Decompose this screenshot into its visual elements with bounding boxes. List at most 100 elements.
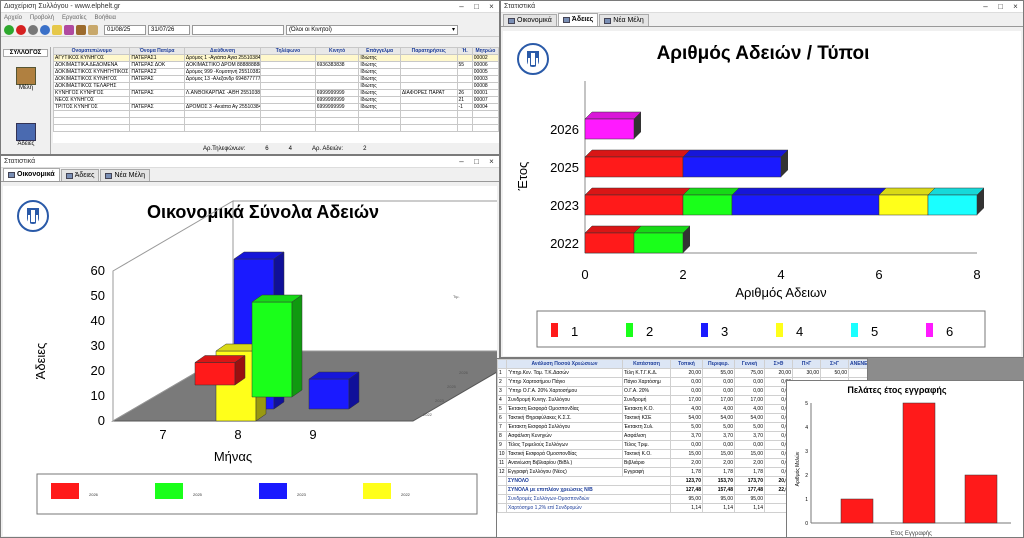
refresh-icon[interactable] xyxy=(40,24,50,35)
table-row[interactable]: ΝΕΟΣ ΚΥΝΗΓΟΣ 6999999999 Ιδιώτης 21 00007 xyxy=(53,96,499,104)
table-cell: 5,00 xyxy=(702,422,735,432)
bar-segment xyxy=(633,232,684,254)
minimize-icon[interactable]: – xyxy=(459,157,464,166)
column-header[interactable]: Τηλέφωνο xyxy=(260,47,316,55)
econ-tabs: Οικονομικά Άδειες Νέα Μέλη xyxy=(1,168,499,182)
search-input[interactable] xyxy=(192,24,284,35)
menu-view[interactable]: Προβολή xyxy=(29,15,55,21)
table-row[interactable]: ΔΟΚΙΜΑΣΤΙΚΑ ΔΕΔΟΜΕΝΑ ΠΑΤΕΡΑΣ ΔΟΚ ΔΟΚΙΜΑΣΤΙ… xyxy=(53,61,499,69)
tab-label: Νέα Μέλη xyxy=(613,16,644,24)
total-value: 95,00 xyxy=(734,494,765,504)
bar-top xyxy=(878,187,936,196)
menu-help[interactable]: Βοήθεια xyxy=(94,15,117,21)
legend-label: 4 xyxy=(796,324,803,339)
column-header[interactable]: Κατάσταση xyxy=(622,359,671,369)
table-row[interactable]: ΔΟΚΙΜΑΣΤΙΚΟΣ ΚΥΝΗΓΟΣ ΠΑΤΕΡΑΣ Δρόμος 13 -Αλ… xyxy=(53,75,499,83)
column-header[interactable]: Σ>Γ xyxy=(820,359,849,369)
table-row[interactable]: ΤΡΙΤΟΣ ΚΥΝΗΓΟΣ ΠΑΤΕΡΑΣ ΔΡΟΜΟΣ 3 -Ακιάπα Αγ… xyxy=(53,103,499,111)
cancel-icon[interactable] xyxy=(28,24,38,35)
table-cell xyxy=(260,68,316,76)
export-icon[interactable] xyxy=(88,24,98,35)
table-cell xyxy=(129,96,185,104)
x-axis-label: Αριθμός Αδειων xyxy=(735,285,826,300)
filter-select[interactable]: (Όλοι οι Κινητοί) ▾ xyxy=(286,24,458,35)
column-header[interactable]: Π>Γ xyxy=(792,359,821,369)
column-header[interactable]: Επάγγελμα xyxy=(358,47,401,55)
close-icon[interactable]: × xyxy=(489,2,494,11)
bar-side xyxy=(977,188,984,215)
column-header[interactable]: Περιφερ. xyxy=(702,359,735,369)
table-cell: 00006 xyxy=(471,61,499,69)
maximize-icon[interactable]: □ xyxy=(998,2,1003,11)
column-header[interactable]: Διεύθυνση xyxy=(183,47,262,55)
tab-licenses[interactable]: Άδειες xyxy=(60,169,100,181)
new-members-title: Πελάτες έτος εγγραφής xyxy=(847,385,947,395)
menu-file[interactable]: Αρχείο xyxy=(4,15,22,21)
tab-icon xyxy=(65,172,73,179)
tab-licenses[interactable]: Άδειες xyxy=(557,13,599,26)
table-row[interactable]: ΔΟΚΙΜΑΣΤΙΚΟΣ ΚΥΝΗΓΗΤΙΚΟΣ ΠΑΤΕΡΑΣ2 Δρόμος 9… xyxy=(53,68,499,76)
table-row[interactable]: ΔΟΚΙΜΑΣΤΙΚΟΣ ΤΕΛΑΡΗΣ Ιδιώτης 00008 xyxy=(53,82,499,90)
maximize-icon[interactable]: □ xyxy=(474,157,479,166)
delete-icon[interactable] xyxy=(16,24,26,35)
table-row[interactable]: ΑΓΥΤΙΚΟΣ ΚΥΝΗΓΟΣ ΠΑΤΕΡΑΣ1 Δρόμος 1 -Αγιάπα… xyxy=(53,54,499,62)
bar-segment xyxy=(584,232,635,254)
tab-new-members[interactable]: Νέα Μέλη xyxy=(100,169,150,181)
close-icon[interactable]: × xyxy=(489,157,494,166)
table-row[interactable]: ΚΥΝΗΓΟΣ ΚΥΝΗΓΟΣ ΠΑΤΕΡΑΣ Λ.ΑΝΘΟΚΑΡΠΑΣ -ΑΘΗ … xyxy=(53,89,499,97)
column-header[interactable]: Μητρώο xyxy=(471,47,499,55)
table-cell: Ο.Γ.Α. 20% xyxy=(622,386,671,396)
table-cell xyxy=(183,110,262,118)
folder-icon[interactable] xyxy=(52,24,62,35)
column-header[interactable]: ΑΝΕΝΕΡΓ xyxy=(848,359,868,369)
tab-economics[interactable]: Οικονομικά xyxy=(3,168,60,181)
table-cell xyxy=(183,82,262,90)
sidebar-item-members[interactable]: Μέλη xyxy=(13,67,39,91)
maximize-icon[interactable]: □ xyxy=(474,2,479,11)
minimize-icon[interactable]: – xyxy=(459,2,464,11)
sidebar-item-licenses[interactable]: Άδειες xyxy=(13,123,39,147)
column-header[interactable]: Παρατηρήσεις xyxy=(399,47,458,55)
date-to-field[interactable]: 31/07/26 xyxy=(148,24,190,35)
table-cell: Δρόμος 1 -Αγιάπα Αγια 2551038444 xyxy=(183,54,262,62)
sidebar-header: ΣΥΛΛΟΓΟΣ xyxy=(3,49,48,57)
sidebar: ΣΥΛΛΟΓΟΣ Μέλη Άδειες xyxy=(1,47,51,154)
table-cell xyxy=(358,110,401,118)
tab-economics[interactable]: Οικονομικά xyxy=(503,14,557,26)
column-header[interactable]: Γενική xyxy=(734,359,765,369)
tab-new-members[interactable]: Νέα Μέλη xyxy=(599,14,649,26)
x-tick-label: 2 xyxy=(679,267,686,282)
table-cell xyxy=(53,110,131,118)
print-icon[interactable] xyxy=(64,24,74,35)
table-cell: 00004 xyxy=(471,103,499,111)
column-header[interactable]: Ανάλυση Ποσού Χρεώσεων xyxy=(506,359,623,369)
menu-tasks[interactable]: Εργασίες xyxy=(62,15,87,21)
table-row-empty xyxy=(53,117,499,125)
column-header[interactable]: Όνομα Πατέρα xyxy=(129,47,185,55)
column-header[interactable]: Ονοματεπώνυμο xyxy=(53,47,131,55)
y-tick-label: 2023 xyxy=(550,198,579,213)
settings-icon[interactable] xyxy=(76,24,86,35)
corner-label: Τιμ. xyxy=(453,294,460,299)
legend-box xyxy=(36,473,478,515)
table-cell: Έκτακτη Εισφορά Συλλόγου xyxy=(506,422,623,432)
table-cell: 54,00 xyxy=(702,413,735,423)
table-cell: 6 xyxy=(497,413,507,423)
bar-top xyxy=(584,225,642,234)
column-header-index xyxy=(497,359,507,369)
column-header[interactable]: Ή. xyxy=(456,47,473,55)
close-icon[interactable]: × xyxy=(1013,2,1018,11)
table-row[interactable]: 1 Ύπηρ.Κεν. Ταμ. Τ.Κ.Δασών Τέλη Κ.Τ.Γ.Κ.Δ.… xyxy=(497,368,867,378)
table-cell xyxy=(456,124,473,132)
column-header[interactable]: Κινητό xyxy=(314,47,360,55)
column-header[interactable]: Σ>Θ xyxy=(764,359,793,369)
column-header[interactable]: Τοπική xyxy=(670,359,703,369)
members-titlebar: Διαχείριση Συλλόγου - www.elphelt.gr – □ × xyxy=(1,1,499,13)
date-from-field[interactable]: 01/08/25 xyxy=(104,24,146,35)
total-value: 1,14 xyxy=(670,503,703,513)
add-icon[interactable] xyxy=(4,24,14,35)
bar-segment xyxy=(584,156,684,178)
table-cell: 26 xyxy=(456,89,473,97)
table-cell xyxy=(314,68,360,76)
minimize-icon[interactable]: – xyxy=(983,2,988,11)
